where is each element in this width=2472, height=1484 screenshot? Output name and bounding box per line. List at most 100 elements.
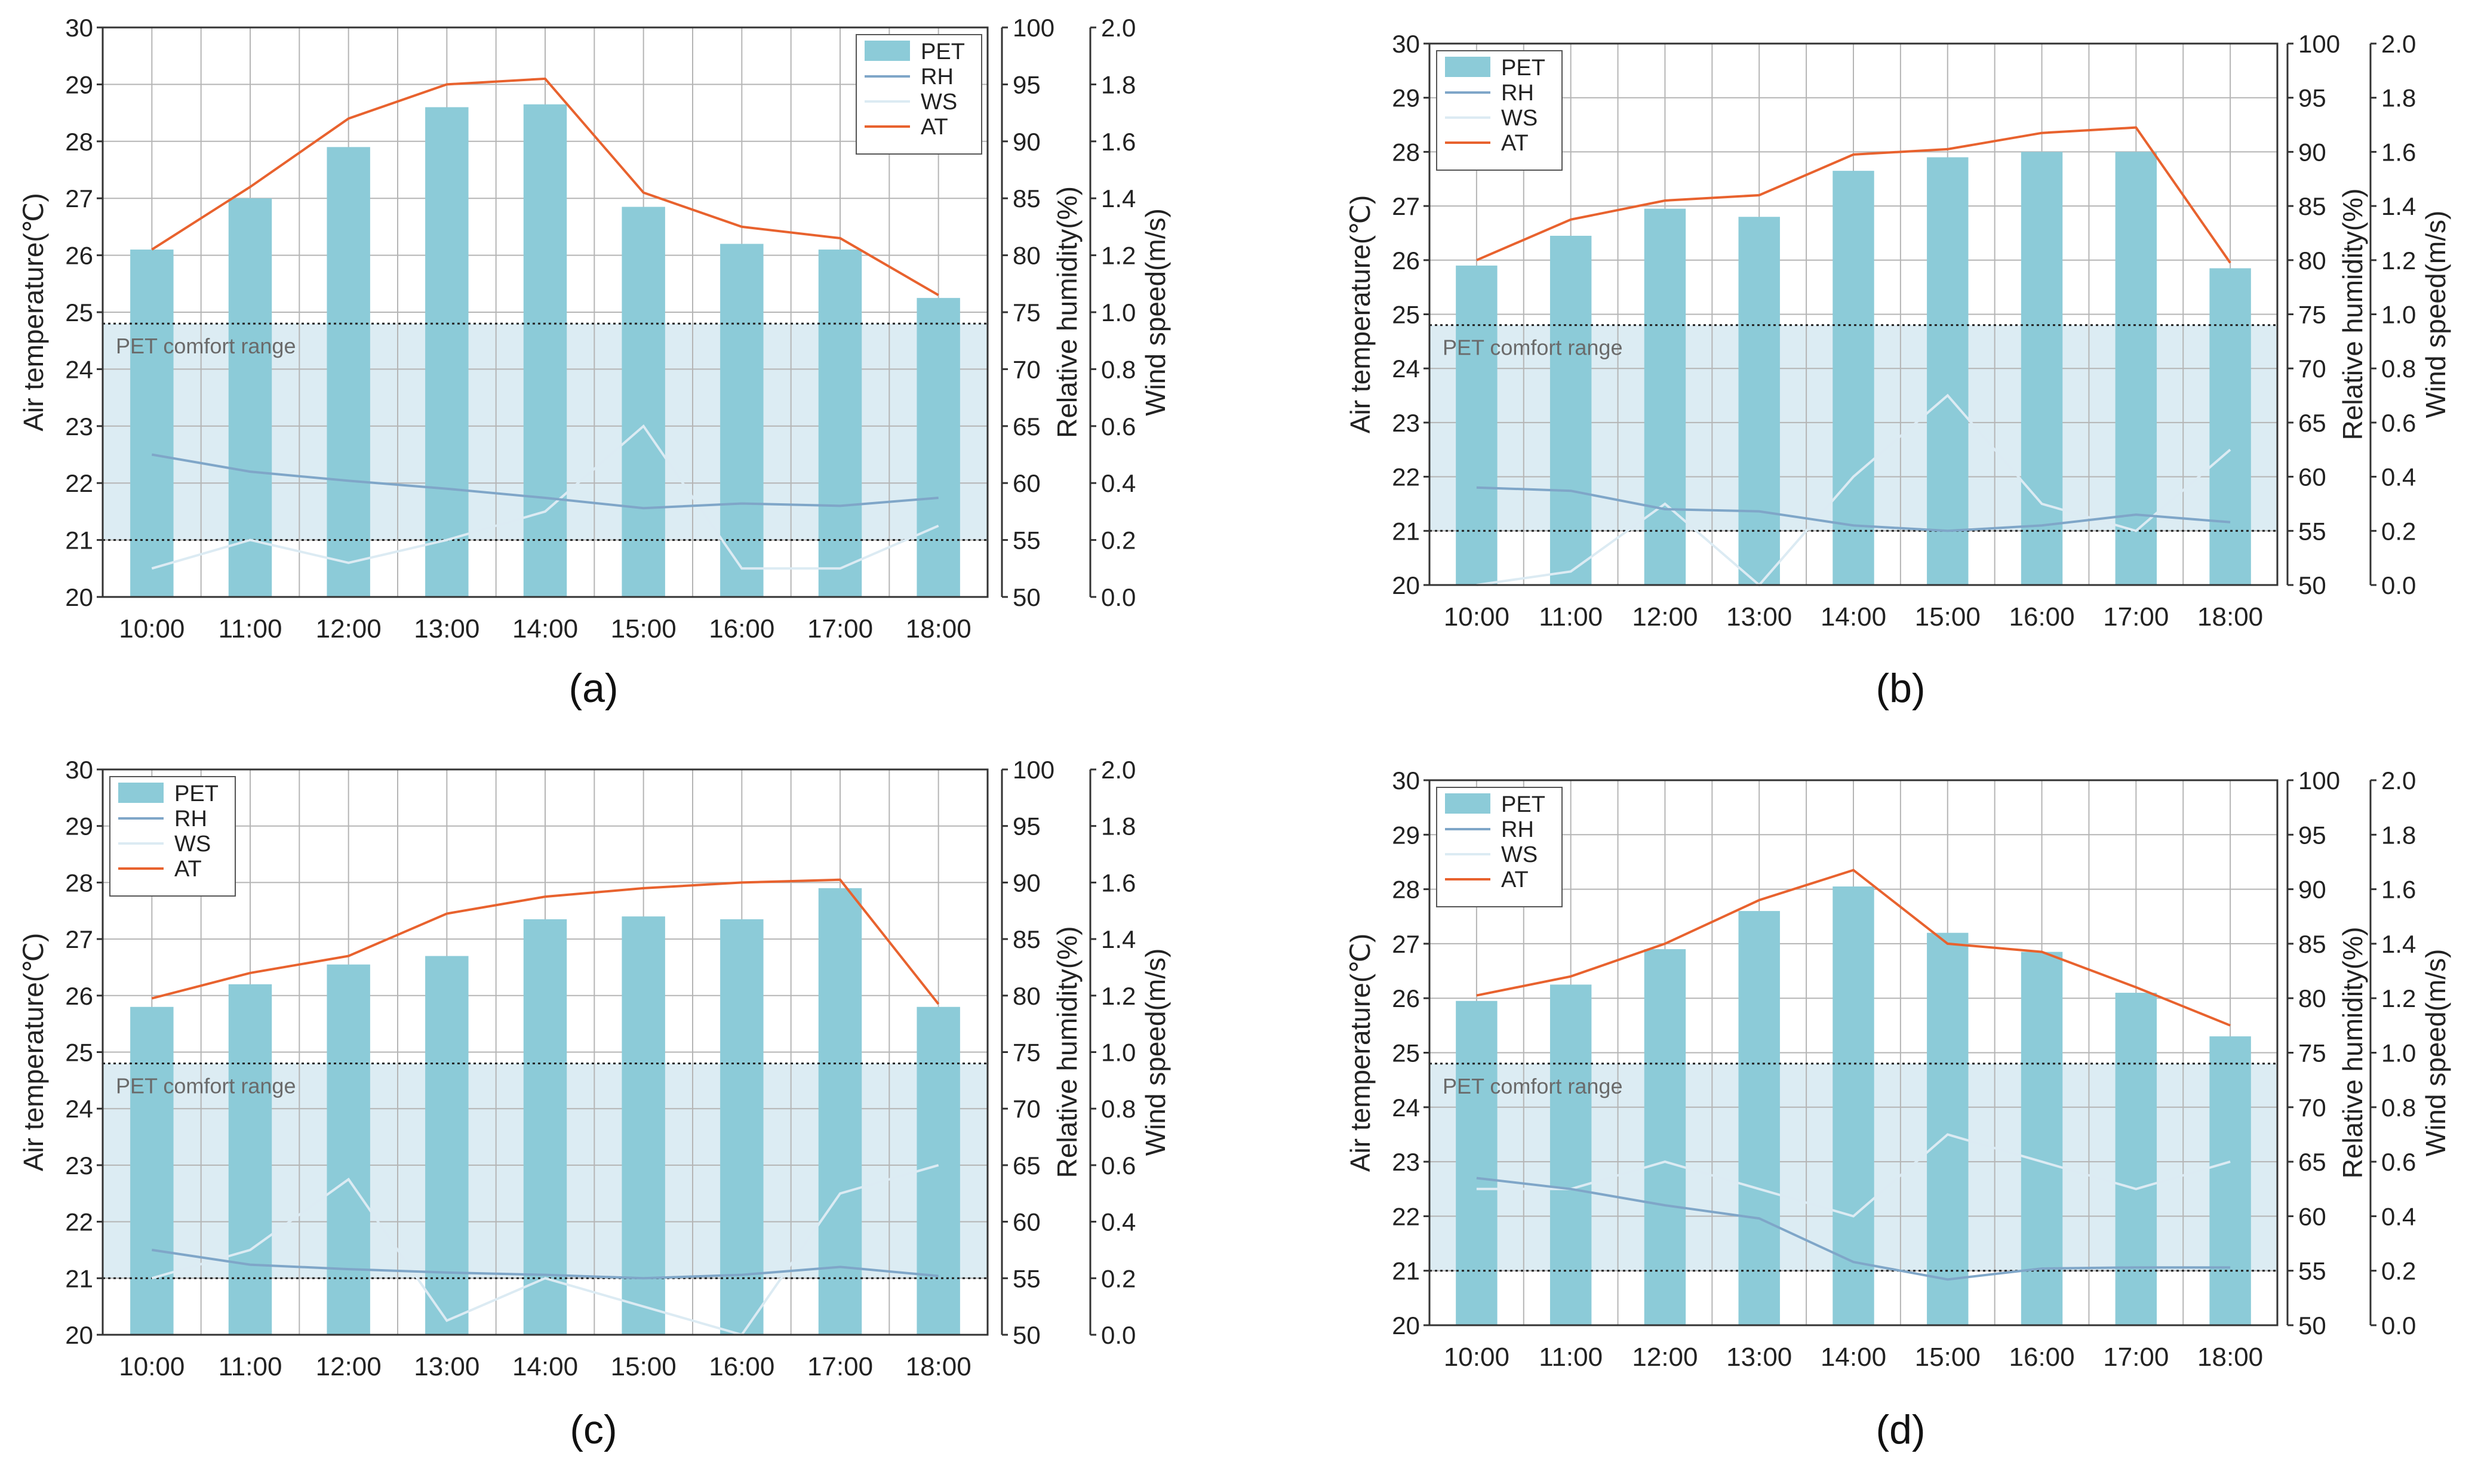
y-left-axis-title: Air temperature(℃) [1345,195,1376,433]
ws-series-line [151,1163,939,1337]
pet-bar [1927,932,1969,1325]
y-left-tick-label: 25 [65,1039,93,1067]
y-right-rh-tick-label: 50 [2298,571,2326,599]
y-left-axis-title: Air temperature(℃) [1345,934,1376,1172]
at-series-line [151,878,940,1005]
legend-swatch-pet [118,783,164,803]
panel-caption: (a) [568,666,618,711]
y-left-tick-label: 25 [1392,1039,1420,1067]
y-left-tick-label: 23 [65,1152,93,1180]
y-right-rh-tick-label: 80 [1013,982,1041,1010]
y-right-ws-axis-title: Wind speed(m/s) [1140,949,1171,1156]
y-left-tick-label: 26 [65,242,93,270]
y-right-ws-tick-label: 1.8 [2381,821,2416,849]
legend-swatch-pet [1445,57,1490,77]
pet-bar [1644,208,1686,585]
pet-bar [917,298,960,597]
y-right-rh-axis-title: Relative humidity(%) [1051,926,1083,1178]
y-right-ws-tick-label: 1.8 [1101,812,1136,840]
y-left-tick-label: 28 [1392,876,1420,904]
y-right-rh-tick-label: 55 [1013,1264,1041,1292]
x-tick-label: 15:00 [1915,602,1981,632]
y-right-ws-tick-label: 1.4 [1101,925,1136,953]
y-right-ws-tick-label: 1.6 [1101,128,1136,156]
x-tick-label: 16:00 [709,1352,774,1381]
x-tick-label: 14:00 [1821,602,1886,632]
y-left-tick-label: 23 [1392,409,1420,437]
y-right-ws-tick-label: 1.0 [2381,1039,2416,1067]
y-right-ws-tick-label: 0.4 [1101,1208,1136,1236]
y-right-ws-tick-label: 2.0 [1101,756,1136,784]
y-right-ws-tick-label: 1.2 [1101,982,1136,1010]
y-left-tick-label: 29 [65,70,93,98]
pet-bar [2209,1036,2251,1325]
y-left-tick-label: 24 [1392,1094,1420,1122]
y-right-rh-tick-label: 60 [2298,463,2326,491]
y-right-rh-tick-label: 75 [2298,301,2326,329]
legend-label-pet: PET [921,39,965,64]
pet-bar [523,919,567,1335]
ws-series-line [1476,1133,2231,1218]
rh-series-line [152,1248,939,1280]
y-right-rh-tick-label: 90 [1013,869,1041,897]
y-right-ws-tick-label: 0.4 [2381,463,2416,491]
x-tick-label: 16:00 [2009,1343,2075,1372]
y-right-ws-tick-label: 0.4 [1101,469,1136,497]
y-right-rh-tick-label: 90 [2298,138,2326,166]
y-right-ws-tick-label: 0.6 [2381,1148,2416,1176]
y-right-rh-tick-label: 75 [1013,1039,1041,1067]
x-tick-label: 11:00 [219,1352,282,1381]
y-left-tick-label: 21 [65,1264,93,1292]
y-right-rh-tick-label: 70 [1013,355,1041,383]
x-tick-label: 10:00 [119,1352,185,1381]
y-right-rh-tick-label: 75 [1013,298,1041,327]
y-left-axis-title: Air temperature(℃) [18,933,49,1171]
rh-series-line [1476,1177,2231,1281]
x-tick-label: 17:00 [2103,602,2169,632]
y-right-rh-tick-label: 65 [1013,1152,1041,1180]
y-left-tick-label: 21 [1392,517,1420,545]
y-right-rh-tick-label: 100 [1013,14,1054,42]
x-tick-label: 15:00 [611,1352,677,1381]
y-left-tick-label: 29 [1392,84,1420,112]
y-left-tick-label: 27 [65,184,93,213]
pet-bar [1549,984,1592,1325]
x-tick-label: 18:00 [906,1352,971,1381]
y-right-rh-tick-label: 65 [2298,1148,2326,1176]
y-left-tick-label: 24 [65,1095,93,1123]
pet-bar [1456,265,1498,585]
rh-series-line [151,453,939,510]
y-right-ws-tick-label: 0.8 [1101,1095,1136,1123]
chart-panel-d: PET comfort range 20 21 22 23 24 25 26 27 28 29 30 A… [1345,766,2451,1452]
y-right-rh-axis-title: Relative humidity(%) [1051,186,1083,438]
y-left-tick-label: 29 [1392,821,1420,849]
panel-caption: (d) [1875,1407,1925,1452]
y-right-rh-tick-label: 95 [1013,70,1041,98]
x-tick-label: 10:00 [1444,602,1509,632]
x-tick-label: 11:00 [1539,602,1603,632]
pet-bar [917,1006,960,1335]
pet-bar [130,1006,174,1335]
y-right-ws-tick-label: 1.4 [2381,930,2416,958]
y-left-tick-label: 21 [1392,1257,1420,1285]
y-right-ws-tick-label: 0.8 [2381,1094,2416,1122]
x-tick-label: 16:00 [709,614,774,644]
ws-series-line [151,424,939,570]
pet-bar [2115,152,2157,585]
x-tick-label: 12:00 [1632,1343,1698,1372]
y-right-rh-tick-label: 70 [2298,1094,2326,1122]
pet-bar [1644,949,1686,1325]
pet-bar [130,250,174,597]
chart-panel-a: PET comfort range 20 21 22 23 24 25 26 27 28 29 30 A… [18,14,1171,711]
legend-label-rh: RH [174,806,207,832]
x-tick-label: 17:00 [2103,1343,2169,1372]
y-right-ws-tick-label: 0.4 [2381,1202,2416,1230]
pet-bar [2021,152,2063,585]
legend-label-pet: PET [1501,56,1545,81]
y-right-ws-axis-title: Wind speed(m/s) [1140,208,1171,416]
pet-bar [818,250,862,597]
at-series-line [1476,126,2231,264]
